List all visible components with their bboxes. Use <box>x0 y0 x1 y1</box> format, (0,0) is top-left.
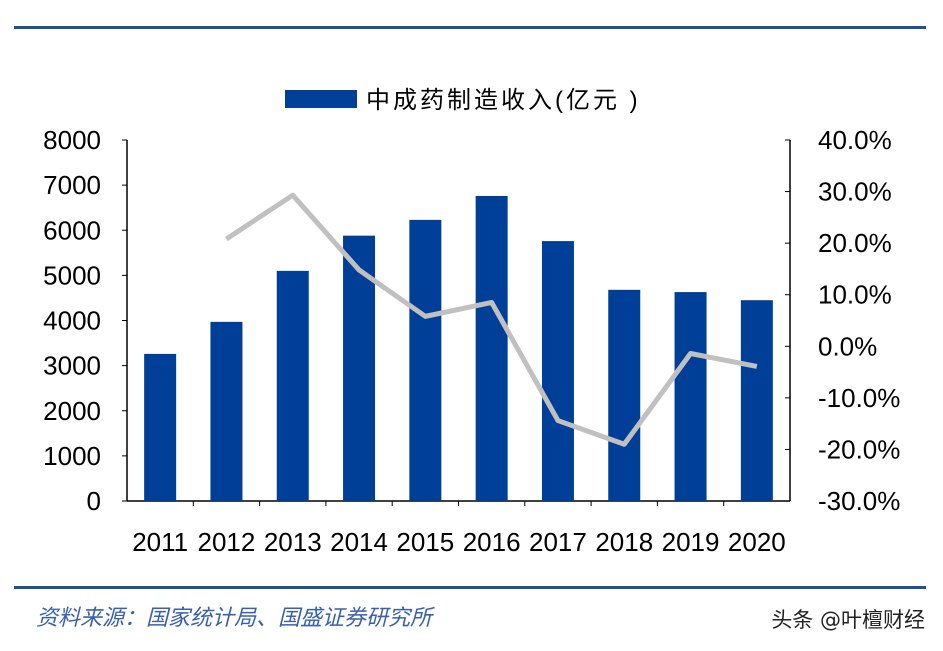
x-tick-label: 2020 <box>728 527 786 557</box>
source-note: 资料来源：国家统计局、国盛证券研究所 <box>36 606 433 631</box>
right-tick-label: 20.0% <box>818 228 892 258</box>
left-tick-label: 2000 <box>43 396 101 426</box>
x-tick-label: 2016 <box>463 527 521 557</box>
left-tick-label: 0 <box>87 486 101 516</box>
x-tick-label: 2015 <box>396 527 454 557</box>
legend-swatch <box>285 90 357 108</box>
legend-label: 中成药制造收入(亿元 ) <box>366 87 641 114</box>
bar <box>409 219 442 501</box>
x-tick-label: 2019 <box>662 527 720 557</box>
x-tick-label: 2014 <box>330 527 388 557</box>
x-tick-label: 2012 <box>198 527 256 557</box>
right-tick-label: -10.0% <box>818 383 900 413</box>
bar <box>608 289 641 501</box>
x-tick-label: 2018 <box>595 527 653 557</box>
x-tick-label: 2017 <box>529 527 587 557</box>
bar <box>475 195 508 501</box>
bar <box>541 241 574 501</box>
left-tick-label: 8000 <box>43 125 101 155</box>
bar <box>144 353 177 501</box>
left-tick-label: 5000 <box>43 260 101 290</box>
watermark: 头条 @叶檀财经 <box>771 608 925 632</box>
bar <box>674 292 707 501</box>
left-tick-label: 4000 <box>43 306 101 336</box>
bar <box>210 321 243 501</box>
left-tick-label: 1000 <box>43 441 101 471</box>
bar <box>740 300 773 501</box>
right-tick-label: 0.0% <box>818 331 877 361</box>
bottom-rule <box>14 586 926 589</box>
right-tick-label: -20.0% <box>818 434 900 464</box>
x-tick-label: 2013 <box>264 527 322 557</box>
right-tick-label: 30.0% <box>818 177 892 207</box>
left-tick-label: 6000 <box>43 215 101 245</box>
left-tick-label: 7000 <box>43 170 101 200</box>
right-tick-label: -30.0% <box>818 486 900 516</box>
right-tick-label: 10.0% <box>818 280 892 310</box>
right-tick-label: 40.0% <box>818 125 892 155</box>
bar <box>276 270 309 501</box>
top-rule <box>14 26 926 29</box>
x-tick-label: 2011 <box>132 527 188 557</box>
left-tick-label: 3000 <box>43 351 101 381</box>
